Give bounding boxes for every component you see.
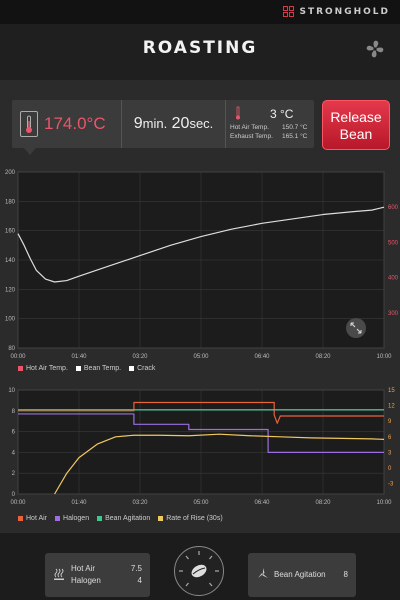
x-tick-label: 01:40 [71, 354, 87, 360]
legend-label: Halogen [63, 515, 90, 522]
legend-swatch [75, 366, 81, 371]
y-tick-label-right: 0 [388, 466, 392, 472]
legend-swatch [18, 516, 23, 521]
legend-swatch [158, 516, 164, 521]
legend-label: Bean Temp. [83, 365, 122, 372]
legend-swatch [97, 516, 103, 521]
x-tick-label: 05:00 [193, 354, 209, 360]
release-bean-label-2: Bean [339, 126, 373, 142]
y-tick-label-right: 300 [388, 311, 399, 317]
agitation-panel[interactable]: Bean Agitation 8 [248, 553, 356, 597]
legend-entry: Bean Agitation [97, 515, 150, 522]
hot-air-temp-row: Hot Air Temp. 150.7 °C [230, 124, 308, 131]
release-bean-button[interactable]: Release Bean [322, 100, 390, 150]
temps-cell: 3 °C Hot Air Temp. 150.7 °C Exhaust Temp.… [226, 100, 314, 148]
control-chart: 00:00 01:40 03:20 05:00 06:40 08:20 10:00 0 2 4 6 8… [8, 388, 395, 506]
legend-entry: Hot Air Temp. [18, 365, 68, 372]
y-tick-label-left: 8 [12, 409, 16, 415]
bean-agitation-row: Bean Agitation 8 [274, 570, 348, 579]
legend-entry: Halogen [55, 515, 89, 522]
legend-swatch [55, 516, 61, 521]
agitation-icon [258, 568, 268, 578]
expand-icon-bg [346, 318, 366, 338]
x-tick-label: 10:00 [376, 354, 392, 360]
legend-swatch [18, 366, 23, 371]
exhaust-temp-row: Exhaust Temp. 165.1 °C [230, 133, 308, 140]
x-tick-label: 01:40 [71, 500, 87, 506]
x-tick-label: 08:20 [315, 500, 331, 506]
expand-icon[interactable] [346, 318, 366, 338]
elapsed-time: 9min. 20sec. [133, 115, 214, 132]
release-bean-label-1: Release [330, 109, 382, 125]
brand: STRONGHOLD [283, 4, 390, 20]
x-tick-label: 10:00 [376, 500, 392, 506]
y-tick-label-left: 180 [5, 199, 16, 205]
hot-air-row: Hot Air 7.5 [71, 564, 142, 573]
x-tick-label: 06:40 [254, 354, 270, 360]
roast-info-panel: 174.0°C 9min. 20sec. 3 °C Hot Air Temp. 1… [12, 100, 314, 155]
y-tick-label-right: 12 [388, 404, 395, 410]
y-tick-label-left: 6 [12, 430, 16, 436]
x-tick-label: 08:20 [315, 354, 331, 360]
y-tick-label-right: 3 [388, 450, 392, 456]
y-tick-label-left: 80 [8, 346, 15, 352]
series-line-bean-temp [17, 206, 385, 283]
legend-label: Bean Agitation [105, 515, 151, 522]
x-tick-label: 06:40 [254, 500, 270, 506]
y-tick-label-left: 140 [5, 258, 16, 264]
legend-label: Rate of Rise (30s) [166, 515, 223, 522]
y-tick-label-right: 15 [388, 388, 395, 394]
y-tick-label-right: 400 [388, 276, 399, 282]
y-tick-label-left: 2 [12, 471, 16, 477]
bean-icon [179, 551, 219, 587]
heat-icon [54, 568, 64, 580]
ambient-temp: 3 °C [270, 107, 294, 121]
legend-entry: Crack [129, 365, 155, 372]
fan-icon[interactable] [364, 38, 386, 60]
y-tick-label-right: 9 [388, 419, 392, 425]
legend-swatch [129, 366, 135, 371]
x-tick-label: 00:00 [10, 500, 26, 506]
temperature-chart: 00:00 01:40 03:20 05:00 06:40 08:20 10:00 80 100… [5, 170, 399, 360]
legend-entry: Hot Air [18, 515, 47, 522]
brand-name: STRONGHOLD [299, 7, 390, 17]
y-tick-label-right: 6 [388, 435, 392, 441]
brand-logo-icon [283, 6, 295, 18]
temperature-chart-legend: Hot Air Temp. Bean Temp. Crack [18, 365, 155, 372]
expand-icon-arrows [350, 322, 362, 334]
bean-temp-readout: 174.0°C [44, 114, 106, 133]
ambient-thermometer-icon [236, 106, 240, 120]
y-tick-label-left: 120 [5, 287, 16, 293]
elapsed-time-cell: 9min. 20sec. [122, 100, 226, 148]
x-tick-label: 00:00 [10, 354, 26, 360]
heat-panel[interactable]: Hot Air 7.5 Halogen 4 [45, 553, 150, 597]
y-tick-label-left: 160 [5, 229, 16, 235]
y-tick-label-left: 4 [12, 450, 16, 456]
y-tick-label-right: -3 [388, 482, 394, 488]
y-tick-label-right: 500 [388, 240, 399, 246]
top-bar: STRONGHOLD [0, 0, 400, 24]
legend-label: Hot Air [26, 515, 48, 522]
page-title: ROASTING [142, 38, 258, 58]
y-tick-label-left: 10 [8, 388, 15, 394]
x-tick-label: 03:20 [132, 354, 148, 360]
thermometer-icon [20, 111, 38, 137]
y-tick-label-left: 100 [5, 317, 16, 323]
header: ROASTING [0, 24, 400, 80]
x-tick-label: 03:20 [132, 500, 148, 506]
control-chart-legend: Hot Air Halogen Bean Agitation Rate of Rise… [18, 515, 223, 522]
legend-entry: Bean Temp. [75, 365, 122, 372]
y-tick-label-right: 600 [388, 205, 399, 211]
series-line-halogen [18, 413, 384, 454]
legend-label: Crack [137, 365, 156, 372]
halogen-row: Halogen 4 [71, 576, 142, 585]
y-tick-label-left: 0 [12, 492, 16, 498]
y-tick-label-left: 200 [5, 170, 16, 176]
bean-temp-cell: 174.0°C [12, 100, 122, 148]
series-line-rate-of-rise-30s [54, 433, 385, 495]
x-tick-label: 05:00 [193, 500, 209, 506]
legend-entry: Rate of Rise (30s) [158, 515, 223, 522]
legend-label: Hot Air Temp. [26, 365, 68, 372]
roast-dial[interactable] [174, 546, 224, 596]
